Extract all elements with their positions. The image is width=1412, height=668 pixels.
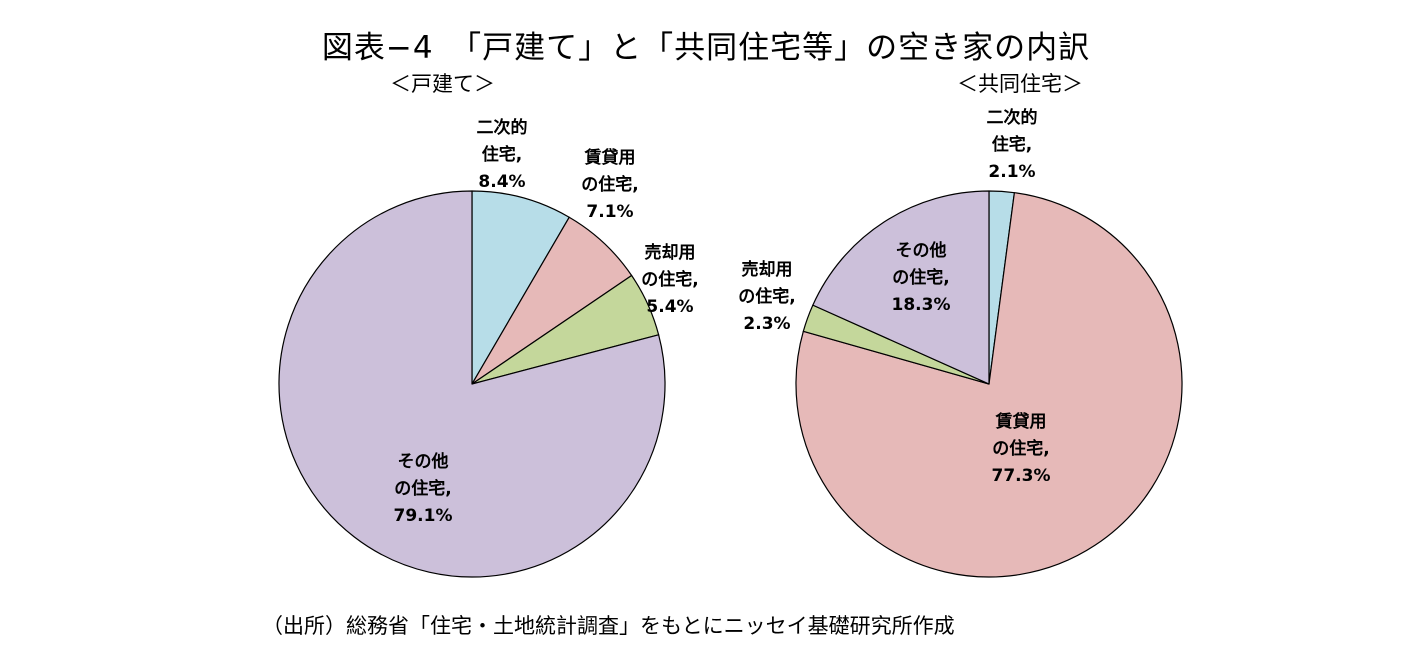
chart-title: 図表−4 「戸建て」と「共同住宅等」の空き家の内訳 <box>321 30 1091 66</box>
data-label-detached-other: その他の住宅, 79.1% <box>394 451 453 526</box>
pie-slice-detached-other <box>278 190 666 578</box>
pie-title-apartment: ＜共同住宅＞ <box>957 72 1083 96</box>
pie-slice-apartment-other <box>812 190 990 385</box>
data-label-apartment-rental: 賃貸用の住宅, 77.3% <box>992 411 1051 486</box>
source-note: （出所）総務省「住宅・土地統計調査」をもとにニッセイ基礎研究所作成 <box>262 614 955 638</box>
data-label-apartment-other: その他の住宅, 18.3% <box>892 240 951 315</box>
pie-slice-detached-second-home <box>471 190 570 385</box>
data-label-detached-rental: 賃貸用の住宅, 7.1% <box>581 147 638 222</box>
data-label-apartment-for-sale: 売却用の住宅, 2.3% <box>738 259 795 334</box>
data-label-apartment-second-home: 二次的住宅, 2.1% <box>987 107 1038 182</box>
data-label-detached-for-sale: 売却用の住宅, 5.4% <box>641 242 698 317</box>
data-label-detached-second-home: 二次的住宅, 8.4% <box>477 117 528 192</box>
pie-slice-apartment-rental <box>795 192 1183 578</box>
pie-title-detached: ＜戸建て＞ <box>390 72 495 96</box>
